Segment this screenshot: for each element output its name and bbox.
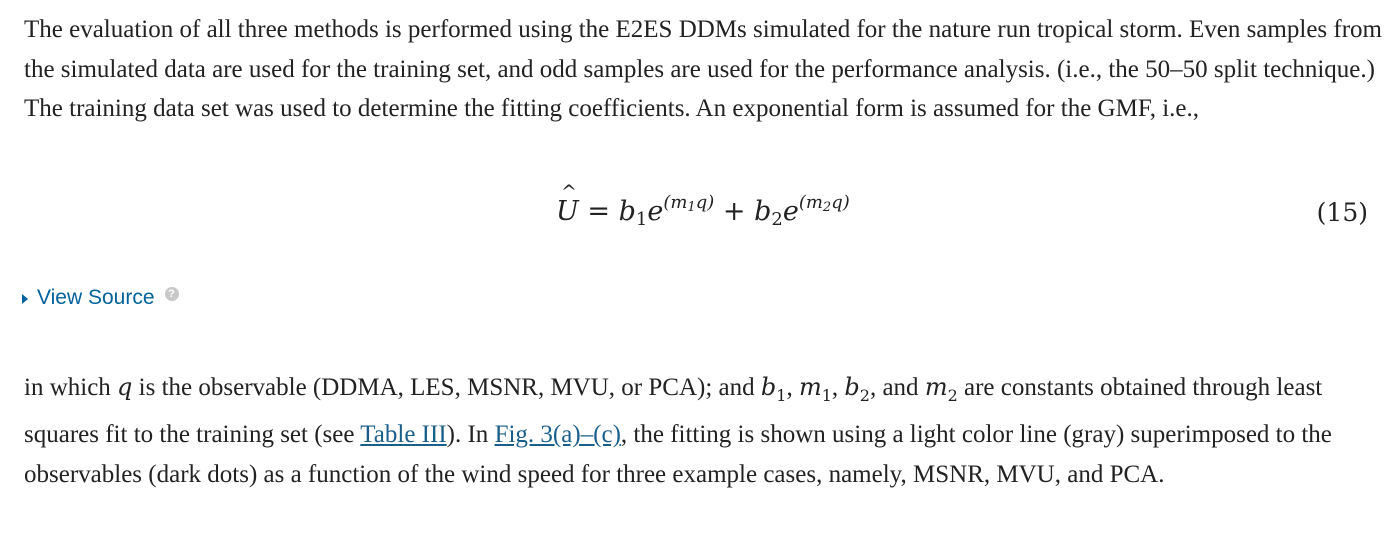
paragraph-intro: The evaluation of all three methods is p… [24, 16, 1382, 122]
view-source-toggle[interactable]: View Source ? [22, 286, 179, 310]
eq-exponent: (m2q) [798, 192, 850, 215]
view-source-label: View Source [37, 286, 155, 309]
eq-sub: 1 [635, 209, 648, 230]
eq-b: b [754, 196, 772, 227]
table-iii-link[interactable]: Table III [360, 421, 447, 449]
equation-15: U = b1e(m1q) + b2e(m2q) (15) [0, 181, 1400, 246]
eq-exponent: (m1q) [663, 192, 715, 215]
eq-u-hat: U [556, 181, 579, 227]
eq-sub: 2 [771, 209, 783, 230]
help-icon[interactable]: ? [164, 287, 179, 301]
paragraph-explanation: in which q is the observable (DDMA, LES,… [24, 373, 1332, 488]
eq-equals: = [587, 196, 610, 227]
eq-e: e [782, 196, 799, 227]
figure-3-link[interactable]: Fig. 3(a)–(c) [494, 421, 621, 449]
eq-plus: + [722, 196, 746, 227]
eq-e: e [647, 196, 664, 227]
equation-number: (15) [1316, 198, 1368, 227]
eq-b: b [618, 196, 636, 227]
expand-triangle-icon [22, 293, 28, 304]
equation-formula: U = b1e(m1q) + b2e(m2q) [556, 181, 850, 230]
